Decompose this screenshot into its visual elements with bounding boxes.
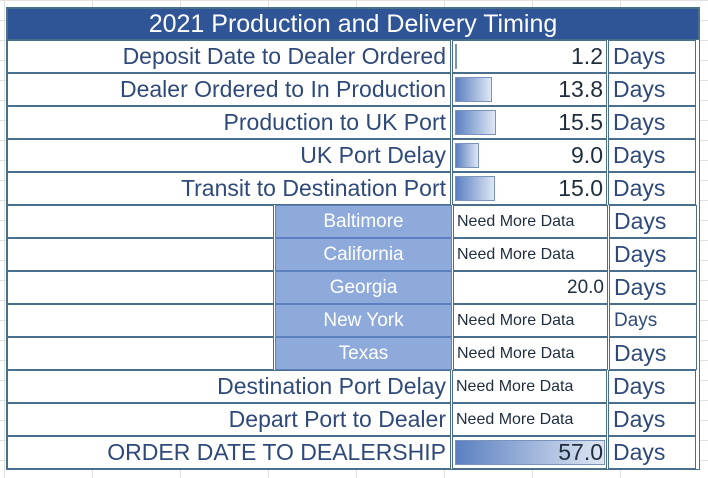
row-label[interactable]: Depart Port to Dealer [7, 403, 451, 436]
table-row: Depart Port to Dealer Need More Data Day… [7, 403, 699, 436]
blank-cell[interactable] [7, 271, 274, 304]
destination-label[interactable]: New York [275, 304, 452, 337]
row-unit[interactable]: Days [608, 73, 696, 106]
row-value[interactable]: Need More Data [452, 403, 607, 436]
destination-label[interactable]: California [275, 238, 452, 271]
destination-value[interactable]: Need More Data [453, 238, 608, 271]
row-unit[interactable]: Days [608, 106, 696, 139]
destination-row: New York Need More Data Days [7, 304, 699, 337]
destination-value[interactable]: Need More Data [453, 205, 608, 238]
total-unit[interactable]: Days [608, 436, 696, 469]
data-bar [455, 176, 495, 201]
row-value[interactable]: 13.8 [452, 73, 607, 106]
table-row: Dealer Ordered to In Production 13.8 Day… [7, 73, 699, 106]
destination-unit[interactable]: Days [609, 238, 697, 271]
row-value[interactable]: 15.5 [452, 106, 607, 139]
blank-cell[interactable] [7, 304, 274, 337]
row-unit[interactable]: Days [608, 370, 696, 403]
data-bar [455, 440, 605, 465]
destination-unit[interactable]: Days [609, 205, 697, 238]
total-value[interactable]: 57.0 [452, 436, 607, 469]
data-bar [455, 110, 497, 135]
destination-label[interactable]: Baltimore [275, 205, 452, 238]
destination-unit[interactable]: Days [609, 271, 697, 304]
table-row: UK Port Delay 9.0 Days [7, 139, 699, 172]
destination-row: Georgia 20.0 Days [7, 271, 699, 304]
destination-unit[interactable]: Days [609, 304, 697, 337]
row-label[interactable]: Destination Port Delay [7, 370, 451, 403]
table-row: Production to UK Port 15.5 Days [7, 106, 699, 139]
destination-value[interactable]: Need More Data [453, 304, 608, 337]
data-bar [455, 44, 457, 69]
blank-cell[interactable] [7, 337, 274, 370]
timing-table: 2021 Production and Delivery Timing Depo… [6, 7, 700, 470]
row-value[interactable]: 9.0 [452, 139, 607, 172]
table-title[interactable]: 2021 Production and Delivery Timing [7, 8, 699, 40]
row-unit[interactable]: Days [608, 172, 696, 205]
row-label[interactable]: Deposit Date to Dealer Ordered [7, 40, 451, 73]
destination-label[interactable]: Texas [275, 337, 452, 370]
data-bar [455, 77, 492, 102]
row-label[interactable]: Transit to Destination Port [7, 172, 451, 205]
row-label[interactable]: UK Port Delay [7, 139, 451, 172]
table-row: Deposit Date to Dealer Ordered 1.2 Days [7, 40, 699, 73]
destination-row: Baltimore Need More Data Days [7, 205, 699, 238]
total-label[interactable]: ORDER DATE TO DEALERSHIP [7, 436, 451, 469]
destination-row: Texas Need More Data Days [7, 337, 699, 370]
table-row: Transit to Destination Port 15.0 Days [7, 172, 699, 205]
row-label[interactable]: Dealer Ordered to In Production [7, 73, 451, 106]
row-value[interactable]: 1.2 [452, 40, 607, 73]
destination-label[interactable]: Georgia [275, 271, 452, 304]
row-unit[interactable]: Days [608, 139, 696, 172]
row-unit[interactable]: Days [608, 40, 696, 73]
table-row: Destination Port Delay Need More Data Da… [7, 370, 699, 403]
destination-row: California Need More Data Days [7, 238, 699, 271]
destination-value[interactable]: 20.0 [453, 271, 608, 304]
data-bar [455, 143, 480, 168]
blank-cell[interactable] [7, 205, 274, 238]
row-value[interactable]: Need More Data [452, 370, 607, 403]
destination-value[interactable]: Need More Data [453, 337, 608, 370]
total-row: ORDER DATE TO DEALERSHIP 57.0 Days [7, 436, 699, 469]
row-label[interactable]: Production to UK Port [7, 106, 451, 139]
blank-cell[interactable] [7, 238, 274, 271]
row-value[interactable]: 15.0 [452, 172, 607, 205]
destination-unit[interactable]: Days [609, 337, 697, 370]
row-unit[interactable]: Days [608, 403, 696, 436]
